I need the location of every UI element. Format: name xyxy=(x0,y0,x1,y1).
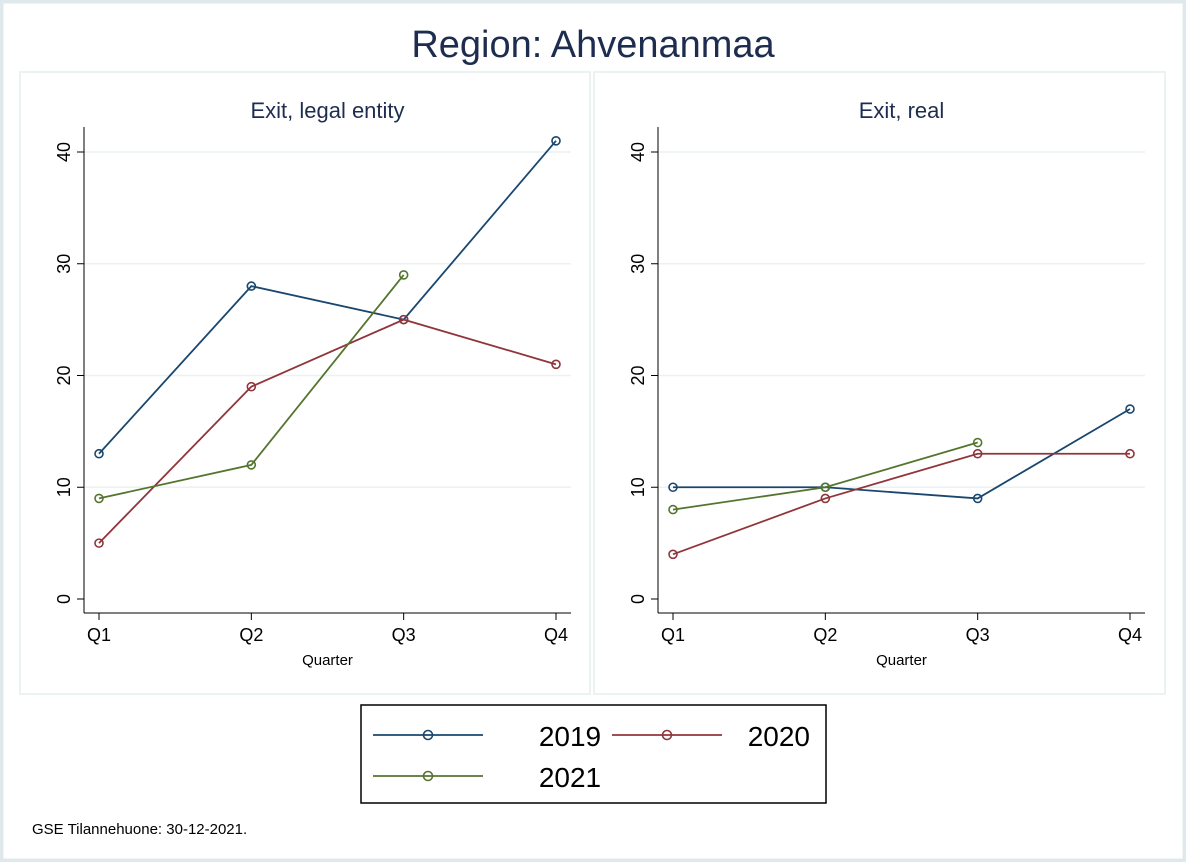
legend: 2019 2020 2021 xyxy=(360,704,827,804)
y-tick-label: 0 xyxy=(54,594,74,604)
data-point-2020 xyxy=(972,448,983,459)
x-tick-label: Q2 xyxy=(239,625,263,645)
series-line-2021 xyxy=(98,274,405,500)
y-tick-label: 40 xyxy=(54,142,74,162)
data-point-2020 xyxy=(551,359,561,370)
data-point-2019 xyxy=(972,493,983,504)
data-point-2020 xyxy=(246,381,257,392)
legend-item-2021: 2021 xyxy=(373,762,601,793)
data-point-2019 xyxy=(1125,404,1135,414)
y-tick-label: 20 xyxy=(628,365,648,385)
legend-box xyxy=(360,704,827,804)
panel-background xyxy=(19,71,591,695)
data-point-2020 xyxy=(1125,448,1135,459)
y-tick-label: 10 xyxy=(54,477,74,497)
panel-1: Exit, legal entity 0 10 20 30 40 Q1 Q2 Q3 Q4 Quart… xyxy=(19,71,591,695)
data-point-2019 xyxy=(246,281,257,291)
data-point-2020 xyxy=(820,493,831,504)
series-line-2020 xyxy=(98,318,557,544)
y-tick-label: 0 xyxy=(628,594,648,604)
data-point-2021 xyxy=(94,493,104,504)
data-point-2019 xyxy=(551,136,561,146)
chart-title: Region: Ahvenanmaa xyxy=(411,24,775,66)
y-tick-label: 30 xyxy=(54,254,74,274)
panel-2: Exit, real 0 10 20 30 40 Q1 Q2 Q3 Q4 Quarter xyxy=(593,71,1166,695)
series-line-2021 xyxy=(672,441,978,511)
x-tick-label: Q4 xyxy=(544,625,568,645)
x-tick-label: Q2 xyxy=(813,625,837,645)
x-tick-label: Q3 xyxy=(392,625,416,645)
x-tick-label: Q4 xyxy=(1118,625,1142,645)
data-point-2020 xyxy=(668,549,678,560)
legend-marker xyxy=(661,729,673,741)
legend-item-2020: 2020 xyxy=(612,721,810,752)
y-tick-label: 10 xyxy=(628,477,648,497)
legend-item-2019: 2019 xyxy=(373,721,601,752)
series-line-2019 xyxy=(98,140,557,455)
legend-label: 2019 xyxy=(539,721,601,752)
data-point-2019 xyxy=(94,448,104,459)
legend-label: 2021 xyxy=(539,762,601,793)
data-point-2021 xyxy=(972,437,983,448)
data-point-2020 xyxy=(398,314,409,325)
series-line-2020 xyxy=(672,452,1130,556)
x-axis-label: Quarter xyxy=(876,652,927,669)
legend-label: 2020 xyxy=(748,721,810,752)
y-tick-label: 20 xyxy=(54,365,74,385)
data-point-2021 xyxy=(246,460,257,470)
legend-marker xyxy=(422,770,434,782)
data-point-2021 xyxy=(668,504,678,515)
data-point-2020 xyxy=(94,538,104,548)
x-tick-label: Q1 xyxy=(87,625,111,645)
panel-title: Exit, real xyxy=(859,98,945,123)
panel-background xyxy=(593,71,1166,695)
y-tick-label: 40 xyxy=(628,142,648,162)
x-tick-label: Q1 xyxy=(661,625,685,645)
footer-note: GSE Tilannehuone: 30-12-2021. xyxy=(32,821,247,838)
data-point-2021 xyxy=(820,482,831,493)
x-axis-label: Quarter xyxy=(302,652,353,669)
data-point-2021 xyxy=(398,270,409,280)
data-point-2019 xyxy=(668,482,678,493)
x-tick-label: Q3 xyxy=(966,625,990,645)
legend-marker xyxy=(422,729,434,741)
panel-title: Exit, legal entity xyxy=(250,98,404,123)
y-tick-label: 30 xyxy=(628,254,648,274)
